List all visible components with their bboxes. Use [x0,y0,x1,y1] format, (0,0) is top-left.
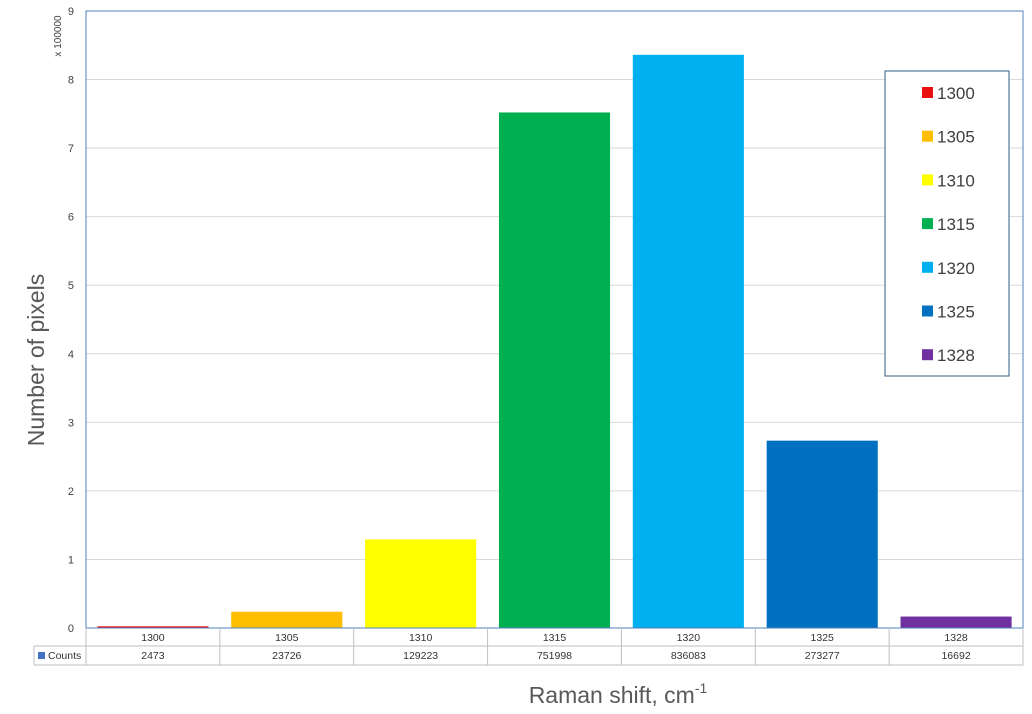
y-tick-label: 6 [68,212,74,224]
x-axis-label-superscript: -1 [695,680,708,696]
x-tick-label: 1300 [141,632,165,644]
x-tick-label: 1315 [543,632,567,644]
legend-swatch [922,305,933,317]
bar-1300 [97,626,209,628]
legend-label: 1320 [937,259,975,278]
bar-1325 [766,440,878,628]
bar-1305 [231,611,343,628]
bar-1315 [498,112,611,628]
legend-swatch [922,174,933,186]
legend-label: 1305 [937,128,975,147]
x-tick-label: 1325 [811,632,835,644]
data-label: 129223 [403,650,438,662]
y-tick-label: 8 [68,75,74,87]
legend-label: 1328 [937,346,975,365]
data-label: 23726 [272,650,301,662]
plot-area-border [85,10,1024,629]
legend-swatch [922,87,933,98]
y-unit-label: x 100000 [53,15,64,57]
bar-1328 [900,616,1012,628]
legend-label: 1300 [937,84,975,103]
bar-1320 [632,54,744,628]
legend-swatch [922,261,933,273]
y-tick-label: 9 [68,6,74,18]
data-label: 16692 [941,650,970,662]
y-tick-label: 7 [68,143,74,155]
y-axis-label: Number of pixels [23,274,49,447]
table-series-key [38,652,45,659]
legend-label: 1310 [937,171,975,190]
data-table: 1300 2473 1305 23726 1310 129223 1315 751998 132… [33,628,1024,666]
y-tick-label: 1 [68,554,74,566]
y-tick-label: 0 [68,623,74,635]
x-tick-label: 1310 [409,632,433,644]
bars [97,54,1012,628]
y-tick-label: 3 [68,417,74,429]
data-label: 836083 [671,650,706,662]
legend-swatch [922,130,933,142]
y-axis-ticks: 0 1 2 3 4 5 6 7 8 9 [68,6,74,635]
legend-swatch [922,218,933,230]
x-axis-label: Raman shift, cm-1 [529,680,708,708]
legend-label: 1315 [937,215,975,234]
y-tick-label: 4 [68,349,74,361]
legend: 1300 1305 1310 1315 1320 1325 1328 [884,70,1010,377]
data-label: 751998 [537,650,572,662]
legend-swatch [922,349,933,361]
x-axis-label-text: Raman shift, cm [529,682,695,708]
legend-box [884,70,1010,377]
x-tick-label: 1305 [275,632,299,644]
table-series-name: Counts [48,650,81,662]
data-label: 273277 [805,650,840,662]
y-tick-label: 2 [68,486,74,498]
legend-label: 1325 [937,303,975,322]
bar-1310 [365,539,477,628]
data-label: 2473 [141,650,165,662]
x-tick-label: 1328 [944,632,968,644]
x-tick-label: 1320 [677,632,701,644]
y-tick-label: 5 [68,280,74,292]
